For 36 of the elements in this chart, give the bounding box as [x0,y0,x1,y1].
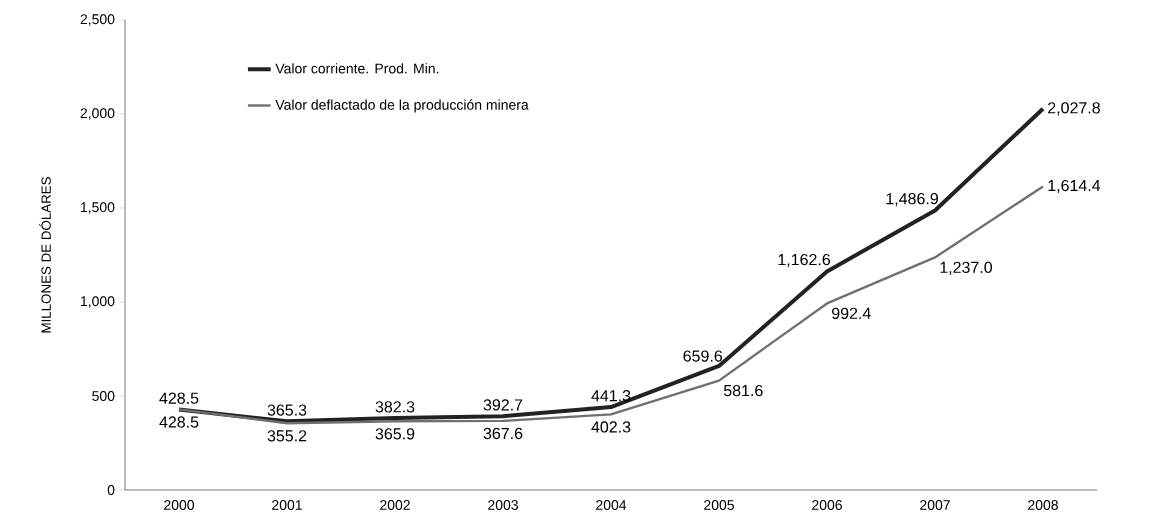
data-label: 1,237.0 [940,261,993,275]
data-label: 581.6 [723,384,763,397]
legend-label: Valor corriente. Prod. Min. [275,63,439,74]
x-tick-label: 2001 [272,500,302,510]
x-tick-label: 2002 [380,500,410,510]
data-label: 2,027.8 [1048,102,1100,116]
data-label: 428.5 [159,416,199,428]
data-label: 392.7 [483,399,523,411]
data-label: 992.4 [832,307,871,319]
y-tick-label: 0 [107,485,115,495]
data-label: 355.2 [267,430,307,442]
data-label: 659.6 [683,350,723,362]
data-label: 441.3 [591,390,631,402]
data-label: 1,614.4 [1048,179,1101,194]
x-tick-label: 2003 [488,500,518,510]
x-tick-label: 2004 [596,500,627,510]
y-tick-label: 1,000 [81,296,115,308]
data-label: 1,486.9 [886,192,938,207]
y-tick-label: 2,000 [80,108,115,120]
data-label: 402.3 [591,421,631,433]
x-tick-label: 2008 [1028,500,1058,510]
data-label: 365.9 [375,428,415,440]
x-tick-label: 2007 [920,500,950,510]
y-tick-label: 500 [92,391,115,401]
data-label: 382.3 [375,401,415,413]
data-label: 428.5 [159,392,199,404]
y-tick-label: 1,500 [81,202,115,214]
y-axis-title: MILLONES DE DÓLARES [39,177,51,333]
y-tick-label: 2,500 [80,14,115,26]
data-label: 365.3 [267,404,307,416]
x-tick-label: 2005 [704,500,734,510]
x-tick-label: 2006 [812,500,842,510]
data-label: 367.6 [483,427,523,440]
legend-label: Valor deflactado de la producción minera [275,99,529,113]
x-tick-label: 2000 [164,500,195,510]
data-label: 1,162.6 [778,253,831,268]
